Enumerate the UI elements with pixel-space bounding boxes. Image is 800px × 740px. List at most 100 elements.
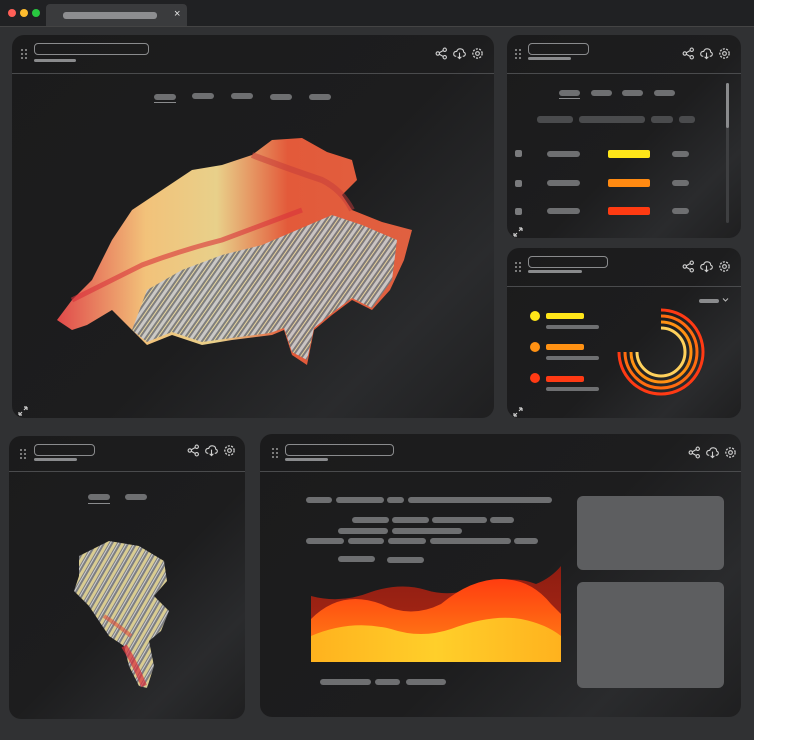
table-header-cell [651,116,673,123]
row-value [672,180,689,186]
row-value-bar [608,179,650,187]
minimize-window-icon[interactable] [20,9,28,17]
legend-dot [530,342,540,352]
gear-icon[interactable] [724,446,737,459]
table-header-cell [537,116,573,123]
tab-title-placeholder [63,12,157,19]
app-window: × [0,0,754,740]
panel-actions [682,47,731,60]
panel-title-placeholder [285,444,394,456]
legend-caption [546,356,599,360]
row-value-bar [608,150,650,158]
row-label [547,208,580,214]
legend-dot [530,373,540,383]
panel-title-placeholder [528,256,608,268]
grip-icon[interactable] [272,448,278,458]
download-icon[interactable] [706,446,719,459]
ticino-map[interactable] [69,536,179,692]
grip-icon[interactable] [21,49,27,59]
panel-title-placeholder [34,43,149,55]
table-tab-3[interactable] [622,90,643,96]
scrollbar-track[interactable] [726,83,729,223]
switzerland-map[interactable] [52,130,422,370]
expand-icon[interactable] [513,224,523,237]
row-checkbox[interactable] [515,208,522,215]
map-tab-5[interactable] [309,94,331,100]
radial-chart[interactable] [615,306,707,398]
scrollbar-thumb[interactable] [726,83,729,128]
region-map-panel-header [9,436,245,472]
browser-tab[interactable]: × [46,4,187,26]
table-header-cell [679,116,695,123]
table-header-cell [579,116,645,123]
download-icon[interactable] [205,444,218,457]
expand-icon[interactable] [18,403,28,416]
tab-close-icon[interactable]: × [174,8,181,20]
table-tab-2[interactable] [591,90,612,96]
chevron-down-icon[interactable] [722,297,729,303]
map-tab-2[interactable] [192,93,214,99]
share-icon[interactable] [682,260,695,273]
panel-actions [435,47,484,60]
table-panel-header [507,35,741,74]
gear-icon[interactable] [718,47,731,60]
dropdown-value [699,299,719,303]
table-tab-1[interactable] [559,90,580,96]
gear-icon[interactable] [223,444,236,457]
region-tab-2[interactable] [125,494,147,500]
legend-caption [546,325,599,329]
panel-actions [688,446,737,459]
map-tab-1[interactable] [154,94,176,100]
share-icon[interactable] [682,47,695,60]
panel-subtitle-placeholder [285,458,328,461]
panel-actions [187,444,236,457]
row-value [672,151,689,157]
download-icon[interactable] [700,47,713,60]
legend-swatch [546,376,584,382]
row-checkbox[interactable] [515,180,522,187]
row-checkbox[interactable] [515,150,522,157]
map-tab-4[interactable] [270,94,292,100]
panel-subtitle-placeholder [528,270,582,273]
row-label [547,180,580,186]
maximize-window-icon[interactable] [32,9,40,17]
grip-icon[interactable] [515,49,521,59]
active-tab-underline [88,503,110,504]
row-value [672,208,689,214]
title-bar: × [0,0,754,27]
area-chart-panel-header [260,434,741,472]
grip-icon[interactable] [20,449,26,459]
legend-swatch [546,313,584,319]
table-tab-4[interactable] [654,90,675,96]
region-shape [74,541,169,688]
radial-panel-header [507,248,741,287]
map-tab-3[interactable] [231,93,253,99]
download-icon[interactable] [453,47,466,60]
region-tab-1[interactable] [88,494,110,500]
download-icon[interactable] [700,260,713,273]
kpi-card-1[interactable] [577,496,724,570]
panel-subtitle-placeholder [528,57,571,60]
area-chart[interactable] [311,564,561,662]
row-label [547,151,580,157]
legend-dot [530,311,540,321]
share-icon[interactable] [435,47,448,60]
share-icon[interactable] [688,446,701,459]
panel-subtitle-placeholder [34,458,77,461]
active-tab-underline [559,98,580,99]
active-tab-underline [154,102,176,103]
gear-icon[interactable] [718,260,731,273]
panel-title-placeholder [34,444,95,456]
share-icon[interactable] [187,444,200,457]
panel-title-placeholder [528,43,589,55]
row-value-bar [608,207,650,215]
panel-subtitle-placeholder [34,59,76,62]
kpi-card-2[interactable] [577,582,724,688]
expand-icon[interactable] [513,404,523,417]
gear-icon[interactable] [471,47,484,60]
map-panel-header [12,35,494,74]
map-alps [132,215,397,360]
table-panel [507,35,741,238]
close-window-icon[interactable] [8,9,16,17]
grip-icon[interactable] [515,262,521,272]
